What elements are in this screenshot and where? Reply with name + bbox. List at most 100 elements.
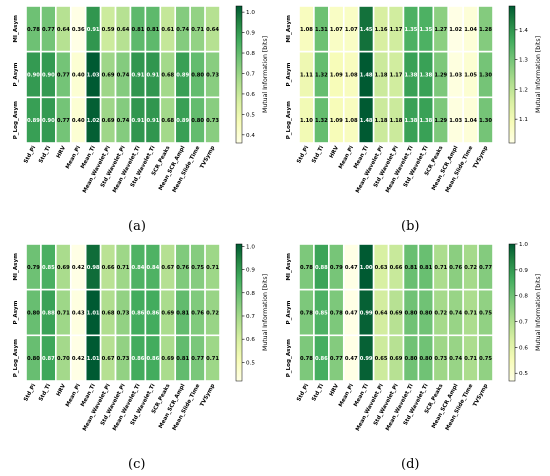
column-label: HRV xyxy=(329,144,341,159)
cell-value-label: 0.85 xyxy=(315,311,328,317)
cell-value-label: 0.76 xyxy=(176,265,189,271)
column-label: HRV xyxy=(56,382,68,397)
cell-value-label: 1.31 xyxy=(315,27,328,33)
cell-value-label: 0.86 xyxy=(146,311,159,317)
cell-value-label: 0.99 xyxy=(360,311,373,317)
cell-value-label: 1.07 xyxy=(345,27,358,33)
cell-value-label: 0.74 xyxy=(117,118,130,124)
cell-value-label: 0.64 xyxy=(375,311,388,317)
cell-value-label: 0.72 xyxy=(434,311,447,317)
cell-value-label: 1.35 xyxy=(419,27,432,33)
cell-value-label: 0.80 xyxy=(405,356,418,362)
colorbar-label: Mutual Information [bits] xyxy=(535,36,542,113)
cell-value-label: 1.04 xyxy=(464,118,477,124)
cell-value-label: 0.73 xyxy=(117,356,130,362)
colorbar-tick-label: 0.5 xyxy=(246,360,255,366)
cell-value-label: 1.08 xyxy=(345,118,358,124)
cell-value-label: 0.67 xyxy=(102,356,115,362)
heatmap-cell xyxy=(477,96,494,144)
column-label: TVSymp xyxy=(199,145,216,170)
cell-value-label: 1.17 xyxy=(390,27,403,33)
cell-value-label: 0.78 xyxy=(27,27,40,33)
cell-value-label: 1.35 xyxy=(405,27,418,33)
colorbar-tick-label: 1.0 xyxy=(246,10,255,16)
cell-value-label: 0.71 xyxy=(57,311,70,317)
cell-value-label: 0.47 xyxy=(345,356,358,362)
cell-value-label: 0.59 xyxy=(102,27,115,33)
row-label: P_Asym xyxy=(13,300,19,324)
row-label: MI_Asym xyxy=(13,253,19,281)
cell-value-label: 0.75 xyxy=(479,311,492,317)
cell-value-label: 0.77 xyxy=(57,73,70,79)
cell-value-label: 0.67 xyxy=(161,265,174,271)
cell-value-label: 0.98 xyxy=(87,265,100,271)
cell-value-label: 0.36 xyxy=(72,27,85,33)
cell-value-label: 0.74 xyxy=(176,27,189,33)
colorbar xyxy=(235,5,243,144)
cell-value-label: 1.02 xyxy=(87,118,100,124)
cell-value-label: 1.05 xyxy=(464,73,477,79)
cell-value-label: 0.84 xyxy=(132,265,145,271)
row-label: P_Asym xyxy=(13,62,19,86)
cell-value-label: 0.66 xyxy=(390,265,403,271)
row-label: P_Log_Asym xyxy=(13,339,19,377)
cell-value-label: 0.73 xyxy=(206,73,219,79)
cell-value-label: 1.45 xyxy=(360,27,373,33)
heatmap-cell xyxy=(204,334,221,382)
cell-value-label: 0.90 xyxy=(42,73,55,79)
cell-value-label: 0.80 xyxy=(27,311,40,317)
cell-value-label: 1.18 xyxy=(390,118,403,124)
cell-value-label: 0.88 xyxy=(315,265,328,271)
cell-value-label: 0.73 xyxy=(117,311,130,317)
column-label: Std_Ti xyxy=(311,383,325,402)
column-label: Std_Pi xyxy=(296,383,310,403)
cell-value-label: 1.01 xyxy=(87,311,100,317)
cell-value-label: 0.74 xyxy=(117,73,130,79)
cell-value-label: 0.47 xyxy=(345,311,358,317)
cell-value-label: 0.42 xyxy=(72,265,85,271)
cell-value-label: 0.75 xyxy=(191,265,204,271)
cell-value-label: 1.18 xyxy=(375,118,388,124)
colorbar-tick-label: 0.7 xyxy=(246,314,255,320)
cell-value-label: 0.61 xyxy=(161,27,174,33)
cell-value-label: 0.77 xyxy=(57,118,70,124)
colorbar-tick-label: 0.8 xyxy=(246,51,255,57)
cell-value-label: 0.91 xyxy=(132,73,145,79)
cell-value-label: 1.00 xyxy=(360,265,373,271)
cell-value-label: 1.48 xyxy=(360,118,373,124)
cell-value-label: 0.79 xyxy=(27,265,40,271)
heatmap-panel: 0.78 0.88 0.79 0.47 1.00 0.63 0.66 0.81 0.81 0.71… xyxy=(286,242,542,432)
cell-value-label: 0.71 xyxy=(464,311,477,317)
cell-value-label: 0.65 xyxy=(375,356,388,362)
cell-value-label: 0.78 xyxy=(330,311,343,317)
colorbar-tick-label: 0.4 xyxy=(246,133,255,139)
cell-value-label: 0.40 xyxy=(72,118,85,124)
cell-value-label: 1.09 xyxy=(330,118,343,124)
cell-value-label: 1.32 xyxy=(315,118,328,124)
cell-value-label: 0.86 xyxy=(132,311,145,317)
colorbar-tick-label: 1.0 xyxy=(246,244,255,250)
column-label: TVSymp xyxy=(472,145,489,170)
colorbar-tick-label: 0.8 xyxy=(246,291,255,297)
cell-value-label: 0.69 xyxy=(161,356,174,362)
row-label: P_Log_Asym xyxy=(13,101,19,139)
cell-value-label: 0.71 xyxy=(117,265,130,271)
colorbar-label: Mutual Information [bits] xyxy=(535,274,542,351)
row-label: MI_Asym xyxy=(286,253,292,281)
cell-value-label: 0.91 xyxy=(87,27,100,33)
row-label: P_Log_Asym xyxy=(286,339,292,377)
cell-value-label: 0.74 xyxy=(449,311,462,317)
cell-value-label: 1.03 xyxy=(87,73,100,79)
cell-value-label: 1.38 xyxy=(405,73,418,79)
cell-value-label: 0.91 xyxy=(146,73,159,79)
colorbar-tick-label: 0.6 xyxy=(246,92,255,98)
cell-value-label: 0.90 xyxy=(27,73,40,79)
cell-value-label: 0.99 xyxy=(360,356,373,362)
cell-value-label: 0.40 xyxy=(72,73,85,79)
cell-value-label: 1.28 xyxy=(479,27,492,33)
cell-value-label: 0.85 xyxy=(42,265,55,271)
cell-value-label: 1.38 xyxy=(419,118,432,124)
column-label: Std_Pi xyxy=(23,383,37,403)
cell-value-label: 1.08 xyxy=(300,27,313,33)
cell-value-label: 0.88 xyxy=(42,311,55,317)
